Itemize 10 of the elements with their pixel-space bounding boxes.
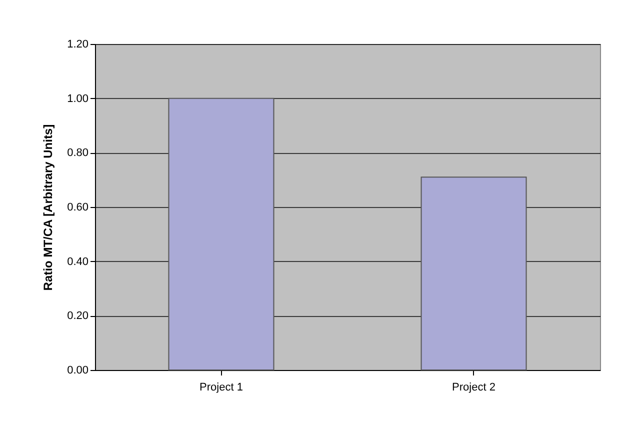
y-tick-label: 0.80 [67, 147, 88, 160]
x-tick-label: Project 1 [200, 382, 243, 394]
y-tick-label: 0.40 [67, 256, 88, 268]
y-tick-label: 1.20 [67, 38, 88, 50]
y-tick-label: 0.20 [67, 310, 88, 322]
y-tick-label: 0.60 [67, 202, 88, 214]
y-axis-title: Ratio MT/CA [Arbitrary Units] [41, 124, 56, 291]
y-tick-label: 0.00 [67, 364, 88, 376]
y-tick-label: 1.00 [67, 92, 88, 105]
x-tick-label: Project 2 [452, 382, 496, 394]
